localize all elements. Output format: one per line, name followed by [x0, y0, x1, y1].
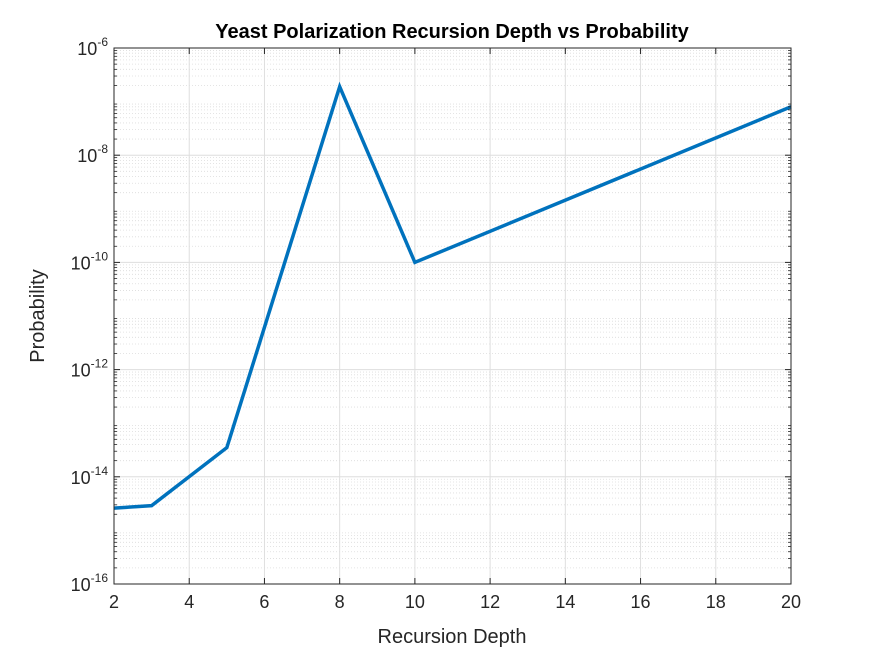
x-tick-label: 2 [109, 592, 119, 612]
x-tick-label: 20 [781, 592, 801, 612]
x-tick-label: 10 [405, 592, 425, 612]
x-axis-label: Recursion Depth [378, 626, 527, 648]
x-tick-label: 4 [184, 592, 194, 612]
y-tick-label: 10-6 [77, 35, 108, 59]
y-tick-label: 10-14 [71, 464, 109, 488]
y-axis-label: Probability [27, 269, 49, 362]
x-tick-label: 14 [555, 592, 575, 612]
plot-area [114, 48, 791, 584]
y-tick-label: 10-8 [77, 142, 108, 166]
series-layer [113, 81, 792, 510]
chart-title: Yeast Polarization Recursion Depth vs Pr… [215, 21, 689, 43]
x-tick-label: 16 [631, 592, 651, 612]
x-tick-label: 8 [335, 592, 345, 612]
y-tick-labels: 10-16 10-14 10-12 10-10 10-8 10-6 [71, 35, 109, 595]
x-tick-label: 12 [480, 592, 500, 612]
x-tick-labels: 2 4 6 8 10 12 14 16 18 20 [109, 592, 801, 612]
y-tick-label: 10-10 [71, 249, 109, 273]
y-tick-label: 10-16 [71, 571, 109, 595]
x-tick-label: 6 [259, 592, 269, 612]
minor-grid [114, 50, 791, 569]
y-tick-label: 10-12 [71, 357, 109, 381]
x-tick-label: 18 [706, 592, 726, 612]
ticks [113, 47, 792, 585]
data-line [113, 81, 792, 510]
plot-frame [113, 47, 792, 585]
